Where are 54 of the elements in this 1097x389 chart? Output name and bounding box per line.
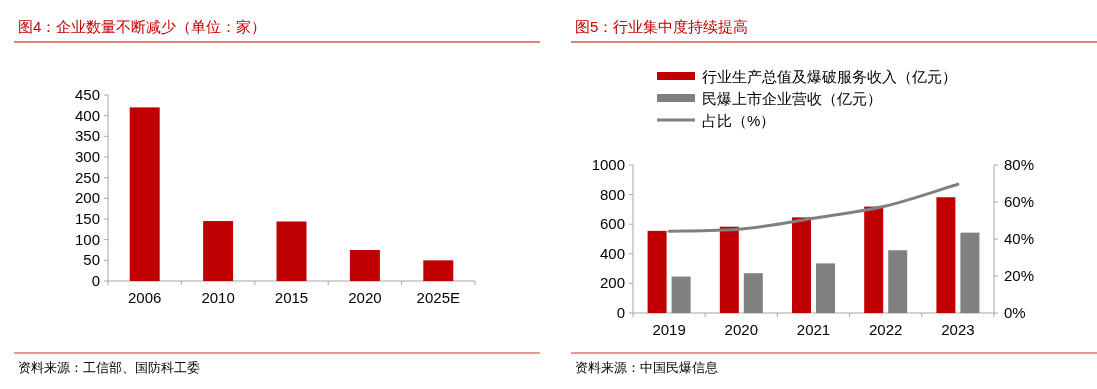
bar: [276, 221, 307, 281]
x-tick-label: 2022: [869, 321, 903, 338]
bar: [888, 250, 908, 313]
bar: [792, 217, 811, 313]
y-tick-label: 450: [74, 86, 100, 103]
y-tick-label: 100: [74, 230, 100, 248]
x-tick-label: 2025E: [416, 289, 460, 306]
y-tick-label: 400: [74, 106, 100, 124]
x-tick-label: 2021: [796, 321, 831, 338]
y-tick-label: 800: [599, 185, 625, 203]
y-tick-label: 400: [599, 244, 625, 262]
bar: [349, 250, 380, 281]
y-tick-label: 200: [599, 274, 625, 292]
x-tick-label: 2020: [348, 289, 382, 306]
y-tick-label: 300: [74, 148, 100, 165]
chart-title: 图5：行业集中度持续提高: [575, 18, 749, 35]
x-tick-label: 2006: [128, 289, 162, 306]
bar: [743, 273, 763, 313]
bar: [960, 232, 980, 313]
y-tick-label: 50: [83, 251, 100, 269]
bar: [423, 260, 454, 281]
y-tick-label: 150: [74, 210, 100, 227]
x-tick-label: 2020: [724, 321, 758, 338]
y2-tick-label: 60%: [1004, 193, 1035, 210]
y-tick-label: 600: [599, 215, 625, 233]
bar: [671, 276, 691, 313]
x-tick-label: 2015: [274, 289, 309, 306]
y-tick-label: 1000: [591, 156, 625, 173]
y-tick-label: 0: [616, 304, 625, 321]
y-tick-label: 250: [74, 168, 100, 186]
text: 资料来源：中国民爆信息: [575, 360, 718, 375]
y2-tick-label: 80%: [1004, 156, 1035, 173]
line-series: [667, 182, 960, 233]
y-tick-label: 350: [74, 127, 100, 145]
bar: [129, 107, 160, 281]
x-tick-label: 2010: [201, 289, 235, 306]
bar: [203, 221, 234, 281]
y2-tick-label: 20%: [1004, 267, 1035, 284]
text: 资料来源：工信部、国防科工委: [18, 360, 200, 375]
bar: [816, 263, 835, 313]
y-tick-label: 200: [74, 189, 100, 207]
y2-tick-label: 0%: [1004, 304, 1026, 321]
bar: [936, 197, 956, 313]
bar: [647, 230, 667, 313]
y2-tick-label: 40%: [1004, 230, 1035, 247]
chart-title: 图4：企业数量不断减少（单位：家）: [18, 18, 267, 35]
bar: [864, 206, 884, 313]
bar: [719, 226, 739, 313]
x-tick-label: 2023: [941, 321, 975, 338]
legend-label: 行业生产总值及爆破服务收入（亿元）: [702, 68, 957, 85]
x-tick-label: 2019: [652, 321, 686, 338]
legend-label: 民爆上市企业营收（亿元）: [702, 90, 882, 107]
y-tick-label: 0: [91, 272, 100, 289]
legend-label: 占比（%）: [702, 112, 776, 129]
